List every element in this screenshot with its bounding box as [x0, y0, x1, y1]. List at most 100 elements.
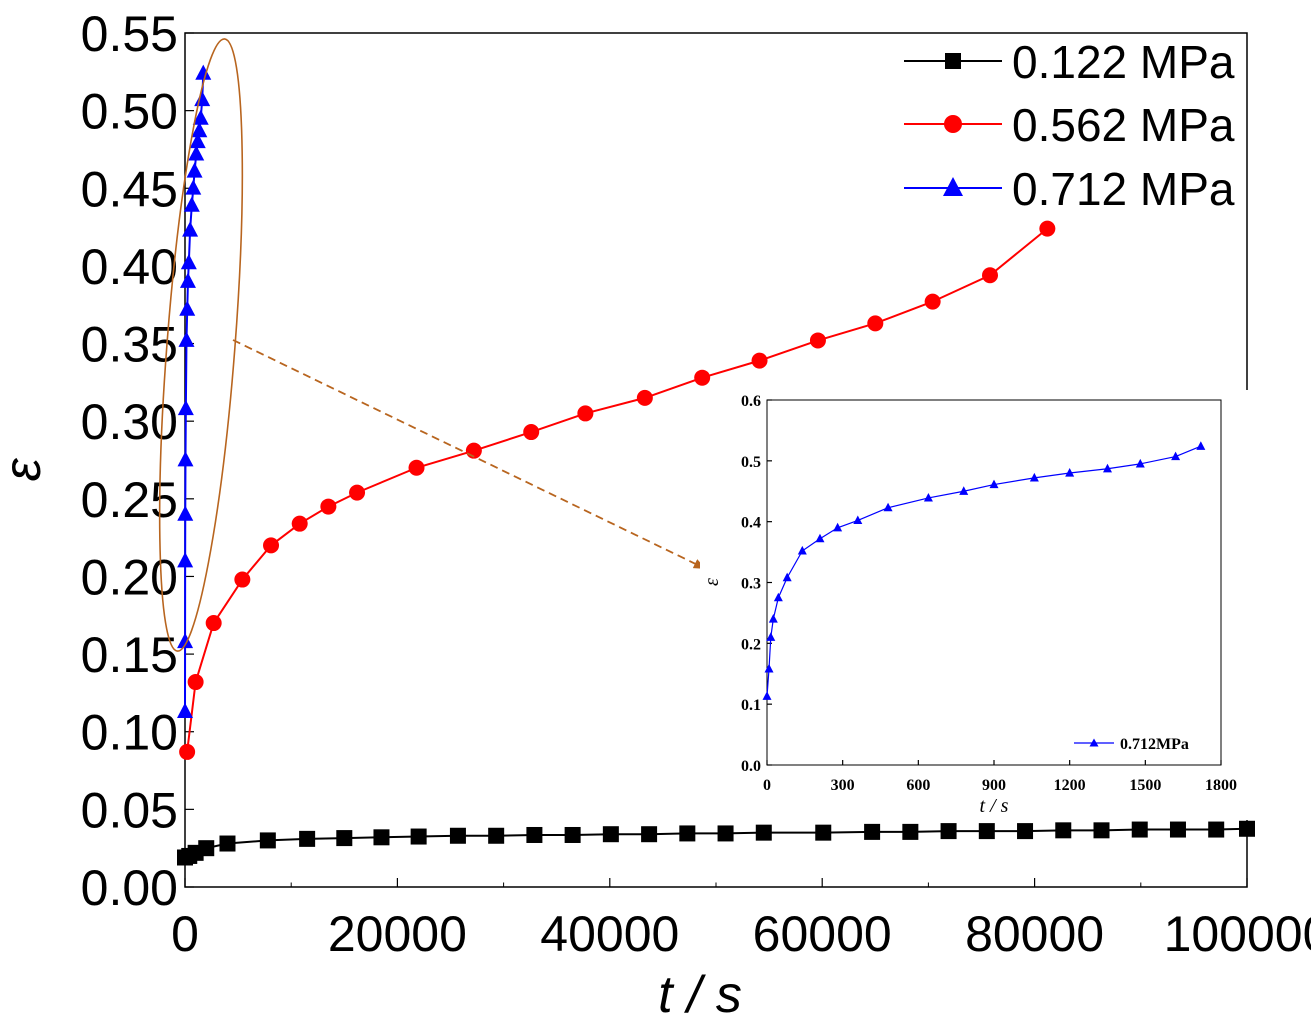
highlight-arrow	[232, 339, 706, 569]
data-point	[978, 823, 995, 840]
data-point	[1169, 821, 1186, 838]
x-tick-label: 600	[906, 777, 930, 794]
data-point	[1039, 220, 1056, 237]
data-point	[177, 399, 194, 416]
y-tick-label: 0.0	[741, 758, 761, 775]
data-point	[602, 826, 619, 843]
data-point	[177, 505, 194, 521]
y-tick-label: 0.1	[741, 697, 761, 714]
data-point	[755, 824, 772, 841]
data-point	[782, 572, 792, 582]
legend: 0.122 MPa 0.562 MPa 0.712 MPa	[904, 36, 1235, 215]
data-point	[797, 545, 807, 555]
data-point	[195, 64, 212, 80]
y-tick-label: 0.20	[81, 549, 178, 605]
y-tick-label: 0.25	[81, 472, 178, 528]
legend-item-0562: 0.562 MPa	[904, 99, 1235, 151]
x-tick-label: 1200	[1054, 777, 1086, 794]
data-point	[523, 424, 540, 441]
data-point	[488, 827, 505, 844]
legend-item-0122: 0.122 MPa	[904, 36, 1235, 88]
data-point	[179, 272, 196, 288]
data-point	[1065, 468, 1075, 477]
inset-plot: 0 300 600 900 1200 1500 1800 0.0 0.1 0.2 0.3 0.4 0.5…	[700, 390, 1255, 820]
x-tick-label: 0	[171, 906, 199, 962]
data-point	[1055, 822, 1072, 839]
data-point	[177, 552, 194, 568]
data-point	[194, 90, 211, 107]
data-point	[636, 389, 653, 406]
x-tick-label: 300	[831, 777, 855, 794]
data-point	[564, 826, 581, 843]
y-tick-label: 0.2	[741, 636, 761, 653]
series-0	[177, 820, 1255, 866]
data-point	[1029, 472, 1039, 482]
data-point	[751, 352, 768, 369]
data-point	[234, 571, 251, 588]
zoom-highlight	[158, 38, 706, 652]
x-tick-label: 0	[763, 777, 771, 794]
data-point	[336, 830, 353, 847]
data-point	[923, 492, 933, 502]
data-point	[815, 824, 832, 841]
data-point	[291, 515, 308, 532]
data-point	[577, 405, 594, 422]
data-point	[1103, 463, 1112, 473]
x-tick-label: 1500	[1129, 777, 1161, 794]
series-0	[762, 441, 1206, 700]
y-tick-label: 0.4	[741, 515, 761, 532]
data-point	[768, 614, 778, 623]
data-point	[1239, 820, 1255, 837]
data-point	[191, 122, 208, 138]
y-tick-label: 0.5	[741, 454, 761, 471]
data-point	[679, 825, 696, 842]
data-point	[833, 522, 843, 532]
y-tick-label: 0.35	[81, 317, 178, 373]
data-point	[177, 702, 193, 718]
y-tick-label: 0.6	[741, 393, 761, 410]
legend-label-0562: 0.562 MPa	[1012, 99, 1235, 151]
legend-item-0712: 0.712 MPa	[904, 163, 1235, 215]
data-point	[180, 254, 197, 270]
x-tick-label: 1800	[1205, 777, 1237, 794]
x-tick-label: 20000	[328, 906, 467, 962]
inset-x-axis-title: t / s	[980, 795, 1009, 817]
data-point	[853, 515, 863, 525]
series-line	[766, 445, 1202, 697]
inset-ticks: 0 300 600 900 1200 1500 1800 0.0 0.1 0.2 0.3 0.4 0.5…	[741, 393, 1237, 794]
data-point	[940, 823, 957, 840]
y-tick-label: 0.05	[81, 782, 178, 838]
data-point	[408, 459, 425, 476]
y-tick-label: 0.15	[81, 627, 178, 683]
data-point	[864, 823, 881, 840]
main-y-axis-title: ε	[0, 457, 52, 481]
x-tick-label: 60000	[753, 906, 892, 962]
data-point	[263, 537, 280, 554]
inset-y-axis-title: ε	[701, 578, 723, 586]
data-point	[205, 615, 222, 632]
data-point	[1196, 441, 1206, 450]
inset-legend-label: 0.712MPa	[1120, 736, 1189, 753]
data-point	[981, 267, 998, 284]
inset-legend: 0.712MPa	[1074, 736, 1189, 753]
y-tick-label: 0.45	[81, 161, 178, 217]
data-point	[177, 632, 194, 649]
y-tick-label: 0.55	[81, 6, 178, 62]
data-point	[959, 486, 969, 495]
data-point	[883, 502, 893, 512]
main-series	[177, 64, 1255, 866]
data-point	[924, 293, 941, 310]
data-point	[187, 674, 204, 691]
data-point	[410, 828, 427, 845]
data-point	[989, 479, 999, 489]
x-tick-label: 80000	[965, 906, 1104, 962]
data-point	[809, 332, 826, 349]
data-point	[717, 825, 734, 842]
inset-series	[762, 441, 1206, 700]
data-point	[1208, 821, 1225, 838]
data-point	[1131, 821, 1148, 838]
y-tick-label: 0.40	[81, 239, 178, 295]
data-point	[867, 315, 884, 332]
data-point	[177, 451, 194, 467]
